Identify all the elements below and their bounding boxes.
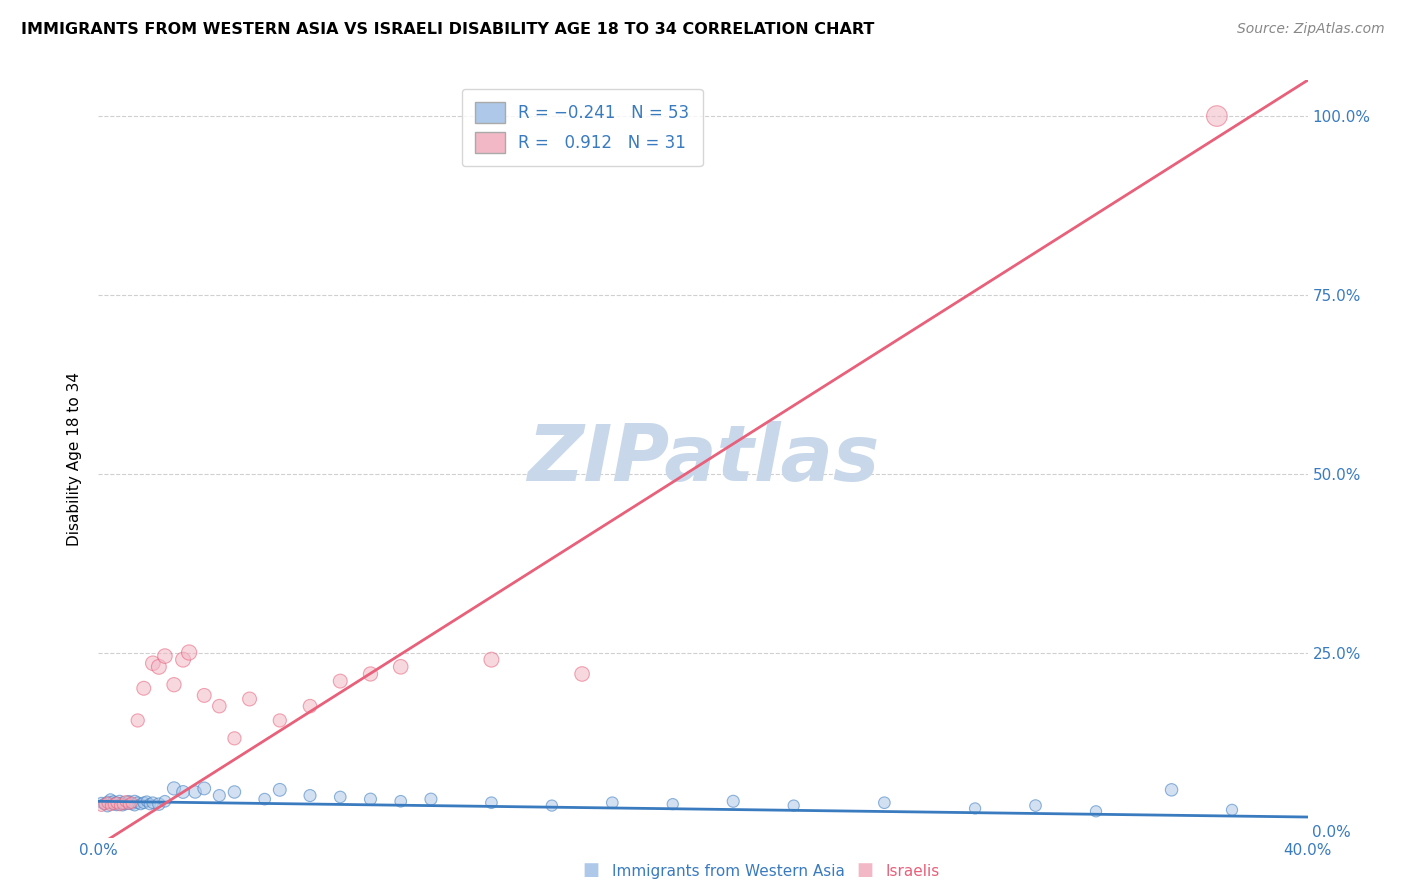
- Point: [420, 792, 443, 806]
- Point: [661, 797, 683, 812]
- Point: [965, 801, 987, 815]
- Point: [360, 667, 382, 681]
- Point: [129, 797, 152, 812]
- Text: ■: ■: [582, 861, 599, 879]
- Point: [723, 794, 745, 808]
- Text: Israelis: Israelis: [886, 863, 941, 879]
- Point: [105, 798, 128, 813]
- Text: Source: ZipAtlas.com: Source: ZipAtlas.com: [1237, 22, 1385, 37]
- Point: [135, 794, 157, 808]
- Point: [193, 689, 215, 703]
- Point: [389, 660, 412, 674]
- Point: [481, 653, 503, 667]
- Point: [360, 792, 382, 806]
- Point: [269, 714, 291, 728]
- Point: [90, 796, 112, 810]
- Point: [1206, 109, 1229, 123]
- Point: [208, 789, 231, 803]
- Point: [127, 714, 149, 728]
- Point: [108, 794, 131, 808]
- Point: [1160, 782, 1182, 797]
- Point: [329, 674, 352, 689]
- Point: [208, 699, 231, 714]
- Text: Immigrants from Western Asia: Immigrants from Western Asia: [612, 863, 845, 879]
- Point: [124, 798, 146, 813]
- Point: [389, 794, 412, 808]
- Point: [253, 792, 276, 806]
- Point: [90, 799, 112, 814]
- Point: [103, 794, 125, 808]
- Point: [105, 796, 128, 810]
- Point: [114, 794, 136, 808]
- Point: [132, 681, 155, 696]
- Point: [114, 797, 136, 812]
- Point: [100, 798, 122, 813]
- Point: [111, 797, 134, 812]
- Text: ZIPatlas: ZIPatlas: [527, 421, 879, 498]
- Point: [93, 797, 115, 812]
- Point: [124, 794, 146, 808]
- Point: [142, 796, 165, 810]
- Point: [481, 796, 503, 810]
- Point: [103, 797, 125, 812]
- Point: [783, 798, 806, 813]
- Point: [172, 653, 194, 667]
- Point: [100, 796, 122, 810]
- Point: [224, 785, 246, 799]
- Point: [105, 796, 128, 810]
- Point: [184, 785, 207, 799]
- Point: [153, 649, 176, 664]
- Y-axis label: Disability Age 18 to 34: Disability Age 18 to 34: [67, 372, 83, 547]
- Point: [163, 678, 186, 692]
- Legend: R = −0.241   N = 53, R =   0.912   N = 31: R = −0.241 N = 53, R = 0.912 N = 31: [461, 88, 703, 167]
- Point: [1220, 803, 1243, 817]
- Point: [93, 797, 115, 812]
- Point: [118, 796, 141, 810]
- Point: [127, 796, 149, 810]
- Point: [299, 789, 322, 803]
- Point: [96, 794, 118, 808]
- Point: [100, 792, 122, 806]
- Point: [96, 796, 118, 810]
- Point: [121, 797, 143, 812]
- Point: [172, 785, 194, 799]
- Point: [239, 692, 262, 706]
- Text: ■: ■: [856, 861, 873, 879]
- Point: [96, 799, 118, 814]
- Point: [540, 798, 562, 813]
- Point: [163, 781, 186, 796]
- Point: [193, 781, 215, 796]
- Point: [139, 797, 162, 812]
- Point: [108, 798, 131, 813]
- Point: [602, 796, 624, 810]
- Point: [153, 794, 176, 808]
- Point: [111, 798, 134, 813]
- Text: IMMIGRANTS FROM WESTERN ASIA VS ISRAELI DISABILITY AGE 18 TO 34 CORRELATION CHAR: IMMIGRANTS FROM WESTERN ASIA VS ISRAELI …: [21, 22, 875, 37]
- Point: [179, 646, 201, 660]
- Point: [1024, 798, 1046, 813]
- Point: [873, 796, 896, 810]
- Point: [118, 797, 141, 812]
- Point: [329, 789, 352, 804]
- Point: [224, 731, 246, 746]
- Point: [108, 797, 131, 812]
- Point: [103, 797, 125, 812]
- Point: [148, 660, 170, 674]
- Point: [132, 796, 155, 810]
- Point: [571, 667, 593, 681]
- Point: [1085, 805, 1108, 819]
- Point: [111, 796, 134, 810]
- Point: [121, 796, 143, 810]
- Point: [118, 794, 141, 808]
- Point: [148, 797, 170, 812]
- Point: [142, 657, 165, 671]
- Point: [269, 782, 291, 797]
- Point: [299, 699, 322, 714]
